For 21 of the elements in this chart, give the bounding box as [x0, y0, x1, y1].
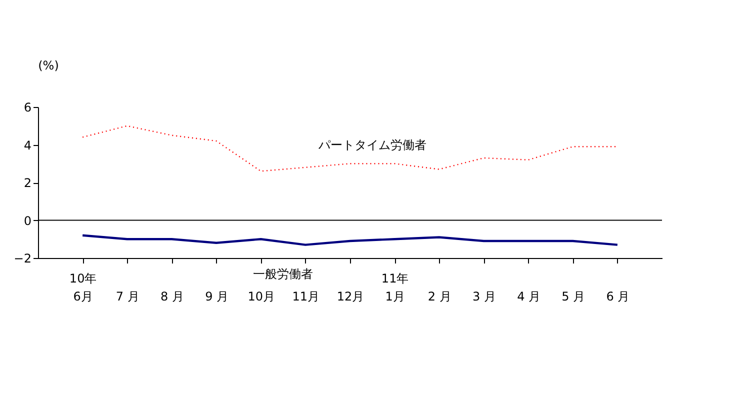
x-tick-label: 4 月	[517, 290, 541, 304]
y-tick-label: 0	[24, 214, 32, 228]
x-tick-label: 11月	[292, 290, 320, 304]
x-tick-label: 10年 6月	[69, 272, 97, 304]
y-tick-label: 6	[24, 100, 32, 114]
y-tick-label: −2	[14, 252, 32, 266]
x-tick-label: 6 月	[606, 290, 630, 304]
x-tick-label: 9 月	[205, 290, 229, 304]
series-label: パートタイム労働者	[317, 138, 426, 152]
x-tick-label: 7 月	[116, 290, 140, 304]
y-tick-label: 2	[24, 176, 32, 190]
y-axis-title: (%)	[38, 58, 59, 72]
y-tick-label: 4	[24, 138, 32, 152]
x-tick-label: 11年 1月	[381, 272, 409, 304]
x-tick-label: 10月	[248, 290, 275, 304]
x-tick-label: 5 月	[562, 290, 586, 304]
x-tick-label: 3 月	[472, 290, 496, 304]
series-label: 一般労働者	[253, 267, 314, 282]
x-tick-label: 12月	[336, 290, 364, 304]
x-tick-label: 8 月	[160, 290, 184, 304]
x-tick-label: 2 月	[428, 290, 452, 304]
